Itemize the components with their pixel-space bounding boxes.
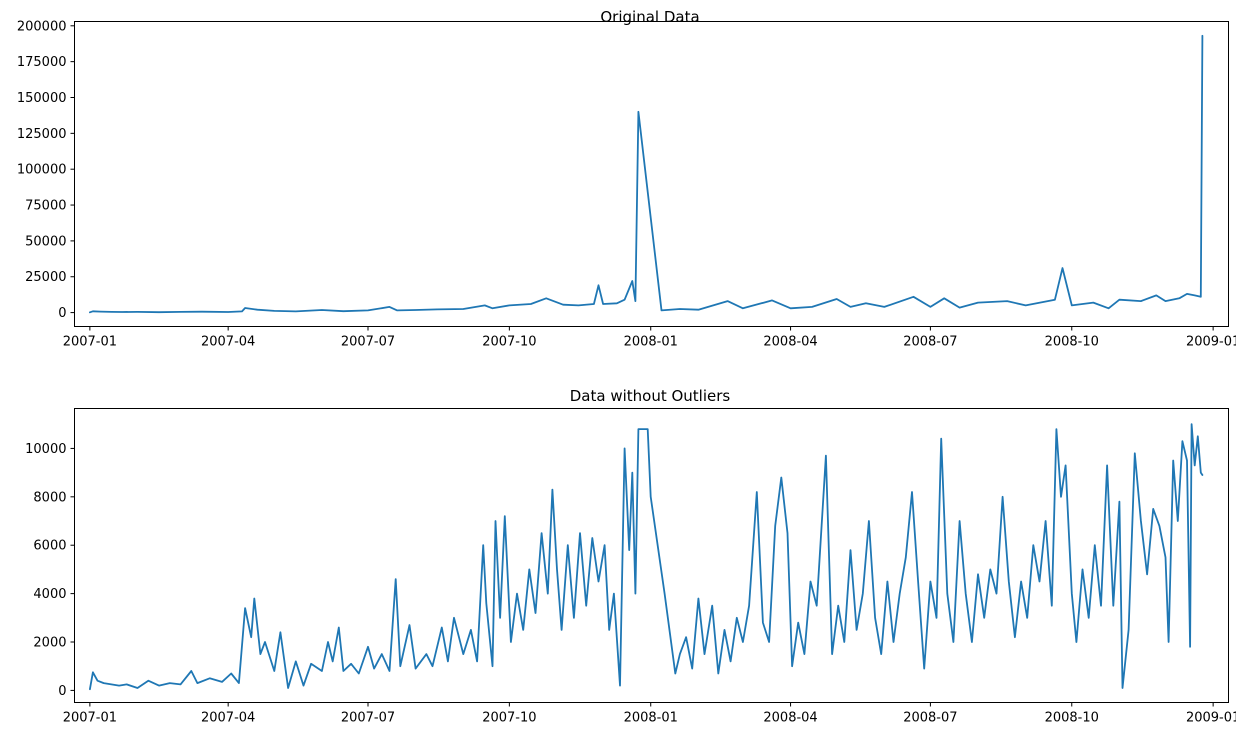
data-without-outliers-panel: Data without Outliers 2007-01 2007-04 2007… xyxy=(25,387,1236,726)
original-data-y-tick-label-8: 200000 xyxy=(17,19,67,34)
original-data-x-tick-label-4: 2008-01 xyxy=(624,335,678,350)
original-data-x-tick-label-8: 2009-01 xyxy=(1186,335,1236,350)
original-data-panel: Original Data 2007-01 2007-04 2007-07 2007-… xyxy=(17,8,1236,350)
data-without-outliers-x-tick-label-3: 2007-10 xyxy=(482,711,536,726)
original-data-y-axis: 0 25000 50000 75000 100000 125000 150000 175000… xyxy=(17,19,75,321)
data-without-outliers-y-axis: 0 2000 4000 6000 8000 10000 xyxy=(25,442,75,699)
original-data-y-tick-label-5: 125000 xyxy=(17,127,67,142)
original-data-y-tick-label-4: 100000 xyxy=(17,163,67,178)
data-without-outliers-x-tick-label-1: 2007-04 xyxy=(201,711,255,726)
data-without-outliers-x-tick-label-4: 2008-01 xyxy=(624,711,678,726)
original-data-y-tick-label-2: 50000 xyxy=(25,234,66,249)
data-without-outliers-x-tick-label-0: 2007-01 xyxy=(63,711,117,726)
data-without-outliers-plot-frame xyxy=(74,408,1229,703)
data-without-outliers-x-tick-label-7: 2008-10 xyxy=(1045,711,1099,726)
original-data-y-tick-label-3: 75000 xyxy=(25,199,66,214)
data-without-outliers-y-tick-label-4: 8000 xyxy=(33,490,66,505)
original-data-x-tick-label-1: 2007-04 xyxy=(201,335,255,350)
original-data-x-tick-label-5: 2008-04 xyxy=(763,335,817,350)
original-data-x-tick-label-0: 2007-01 xyxy=(63,335,117,350)
data-without-outliers-title: Data without Outliers xyxy=(570,387,731,405)
original-data-x-tick-label-7: 2008-10 xyxy=(1045,335,1099,350)
original-data-title: Original Data xyxy=(600,8,699,26)
original-data-y-tick-label-0: 0 xyxy=(58,306,66,321)
data-without-outliers-y-tick-label-0: 0 xyxy=(58,684,66,699)
data-without-outliers-x-tick-label-8: 2009-01 xyxy=(1186,711,1236,726)
original-data-y-tick-label-6: 150000 xyxy=(17,91,67,106)
data-without-outliers-y-tick-label-5: 10000 xyxy=(25,442,66,457)
original-data-series-line xyxy=(89,34,1204,314)
data-without-outliers-x-axis: 2007-01 2007-04 2007-07 2007-10 2008-01 2008-… xyxy=(63,702,1236,726)
data-without-outliers-x-tick-label-5: 2008-04 xyxy=(763,711,817,726)
data-without-outliers-x-tick-label-6: 2008-07 xyxy=(903,711,957,726)
original-data-plot-frame xyxy=(74,21,1229,327)
data-without-outliers-y-tick-label-2: 4000 xyxy=(33,587,66,602)
data-without-outliers-y-tick-label-1: 2000 xyxy=(33,636,66,651)
data-without-outliers-y-tick-label-3: 6000 xyxy=(33,539,66,554)
data-without-outliers-series-line xyxy=(89,423,1204,691)
original-data-y-tick-label-7: 175000 xyxy=(17,55,67,70)
original-data-x-tick-label-6: 2008-07 xyxy=(903,335,957,350)
data-without-outliers-x-tick-label-2: 2007-07 xyxy=(341,711,395,726)
original-data-y-tick-label-1: 25000 xyxy=(25,270,66,285)
original-data-x-tick-label-2: 2007-07 xyxy=(341,335,395,350)
original-data-x-axis: 2007-01 2007-04 2007-07 2007-10 2008-01 2008-… xyxy=(63,326,1236,350)
original-data-x-tick-label-3: 2007-10 xyxy=(482,335,536,350)
